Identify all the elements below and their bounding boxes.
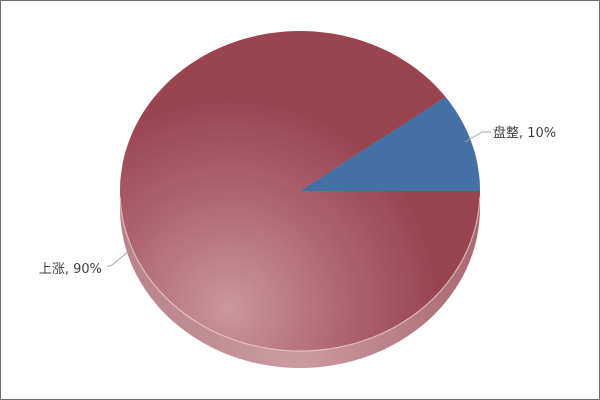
pie-rim-highlight	[119, 196, 481, 352]
data-label-flat: 盘整, 10%	[493, 126, 557, 141]
pie-slice-flat[interactable]	[300, 97, 480, 191]
data-label-rise: 上涨, 90%	[38, 262, 102, 277]
leader-line-flat	[464, 131, 491, 143]
leader-line-rise	[106, 250, 130, 268]
